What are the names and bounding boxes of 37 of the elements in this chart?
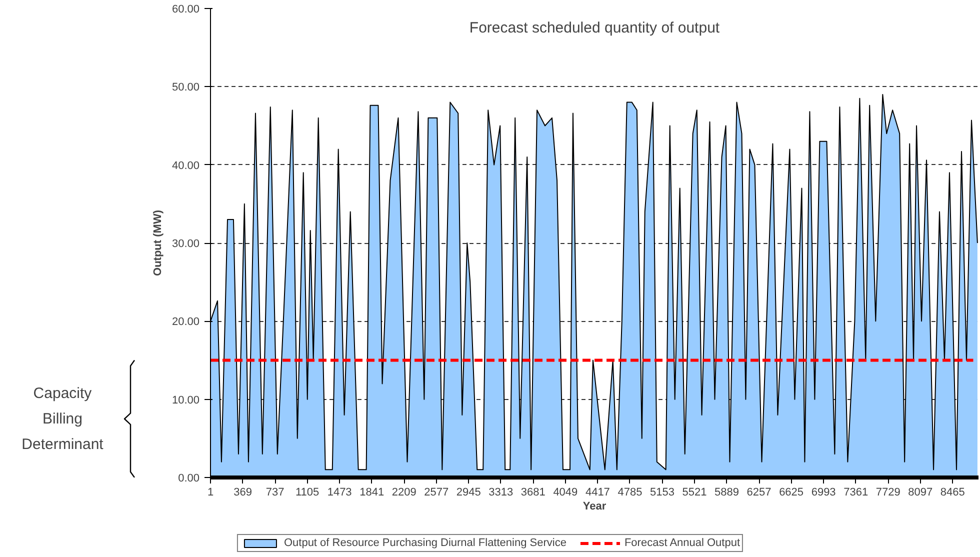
legend-label: Forecast Annual Output <box>624 537 740 549</box>
text: Capacity Billing Determinant <box>22 384 104 453</box>
x-tick-label: 7361 <box>844 486 868 498</box>
x-tick-label: 4417 <box>585 486 610 498</box>
y-tick-label: 40.00 <box>172 160 200 172</box>
x-tick-label: 7729 <box>876 486 900 498</box>
y-axis-title: Output (MW) <box>152 210 164 276</box>
y-tick-label: 30.00 <box>172 238 200 250</box>
x-tick-label: 2209 <box>392 486 416 498</box>
x-tick-label: 737 <box>266 486 284 498</box>
text: Forecast scheduled quantity of output <box>469 20 720 36</box>
x-tick-label: 2577 <box>424 486 449 498</box>
x-tick-label: 6625 <box>779 486 804 498</box>
x-tick-label: 5889 <box>714 486 740 498</box>
x-tick-label: 1105 <box>295 486 320 498</box>
x-tick-label: 369 <box>234 486 252 498</box>
y-tick-label: 0.00 <box>178 472 200 484</box>
x-axis-title: Year <box>582 500 607 512</box>
y-tick-label: 10.00 <box>172 394 200 406</box>
legend-label: Output of Resource Purchasing Diurnal Flattening Service <box>284 537 566 549</box>
x-tick-label: 2945 <box>456 486 481 498</box>
y-tick-label: 50.00 <box>172 82 200 94</box>
x-tick-label: 5521 <box>682 486 707 498</box>
x-tick-label: 1 <box>207 486 214 498</box>
x-tick-label: 6993 <box>811 486 836 498</box>
x-tick-label: 8097 <box>908 486 933 498</box>
x-tick-label: 1473 <box>327 486 352 498</box>
y-tick-label: 60.00 <box>172 4 200 16</box>
x-tick-label: 3313 <box>488 486 514 498</box>
y-tick-label: 20.00 <box>172 316 200 328</box>
x-tick-label: 5153 <box>650 486 674 498</box>
x-tick-label: 8465 <box>940 486 965 498</box>
x-tick-label: 4785 <box>618 486 642 498</box>
x-tick-label: 1841 <box>360 486 384 498</box>
x-tick-label: 4049 <box>553 486 578 498</box>
x-tick-label: 6257 <box>746 486 772 498</box>
x-tick-label: 3681 <box>520 486 546 498</box>
